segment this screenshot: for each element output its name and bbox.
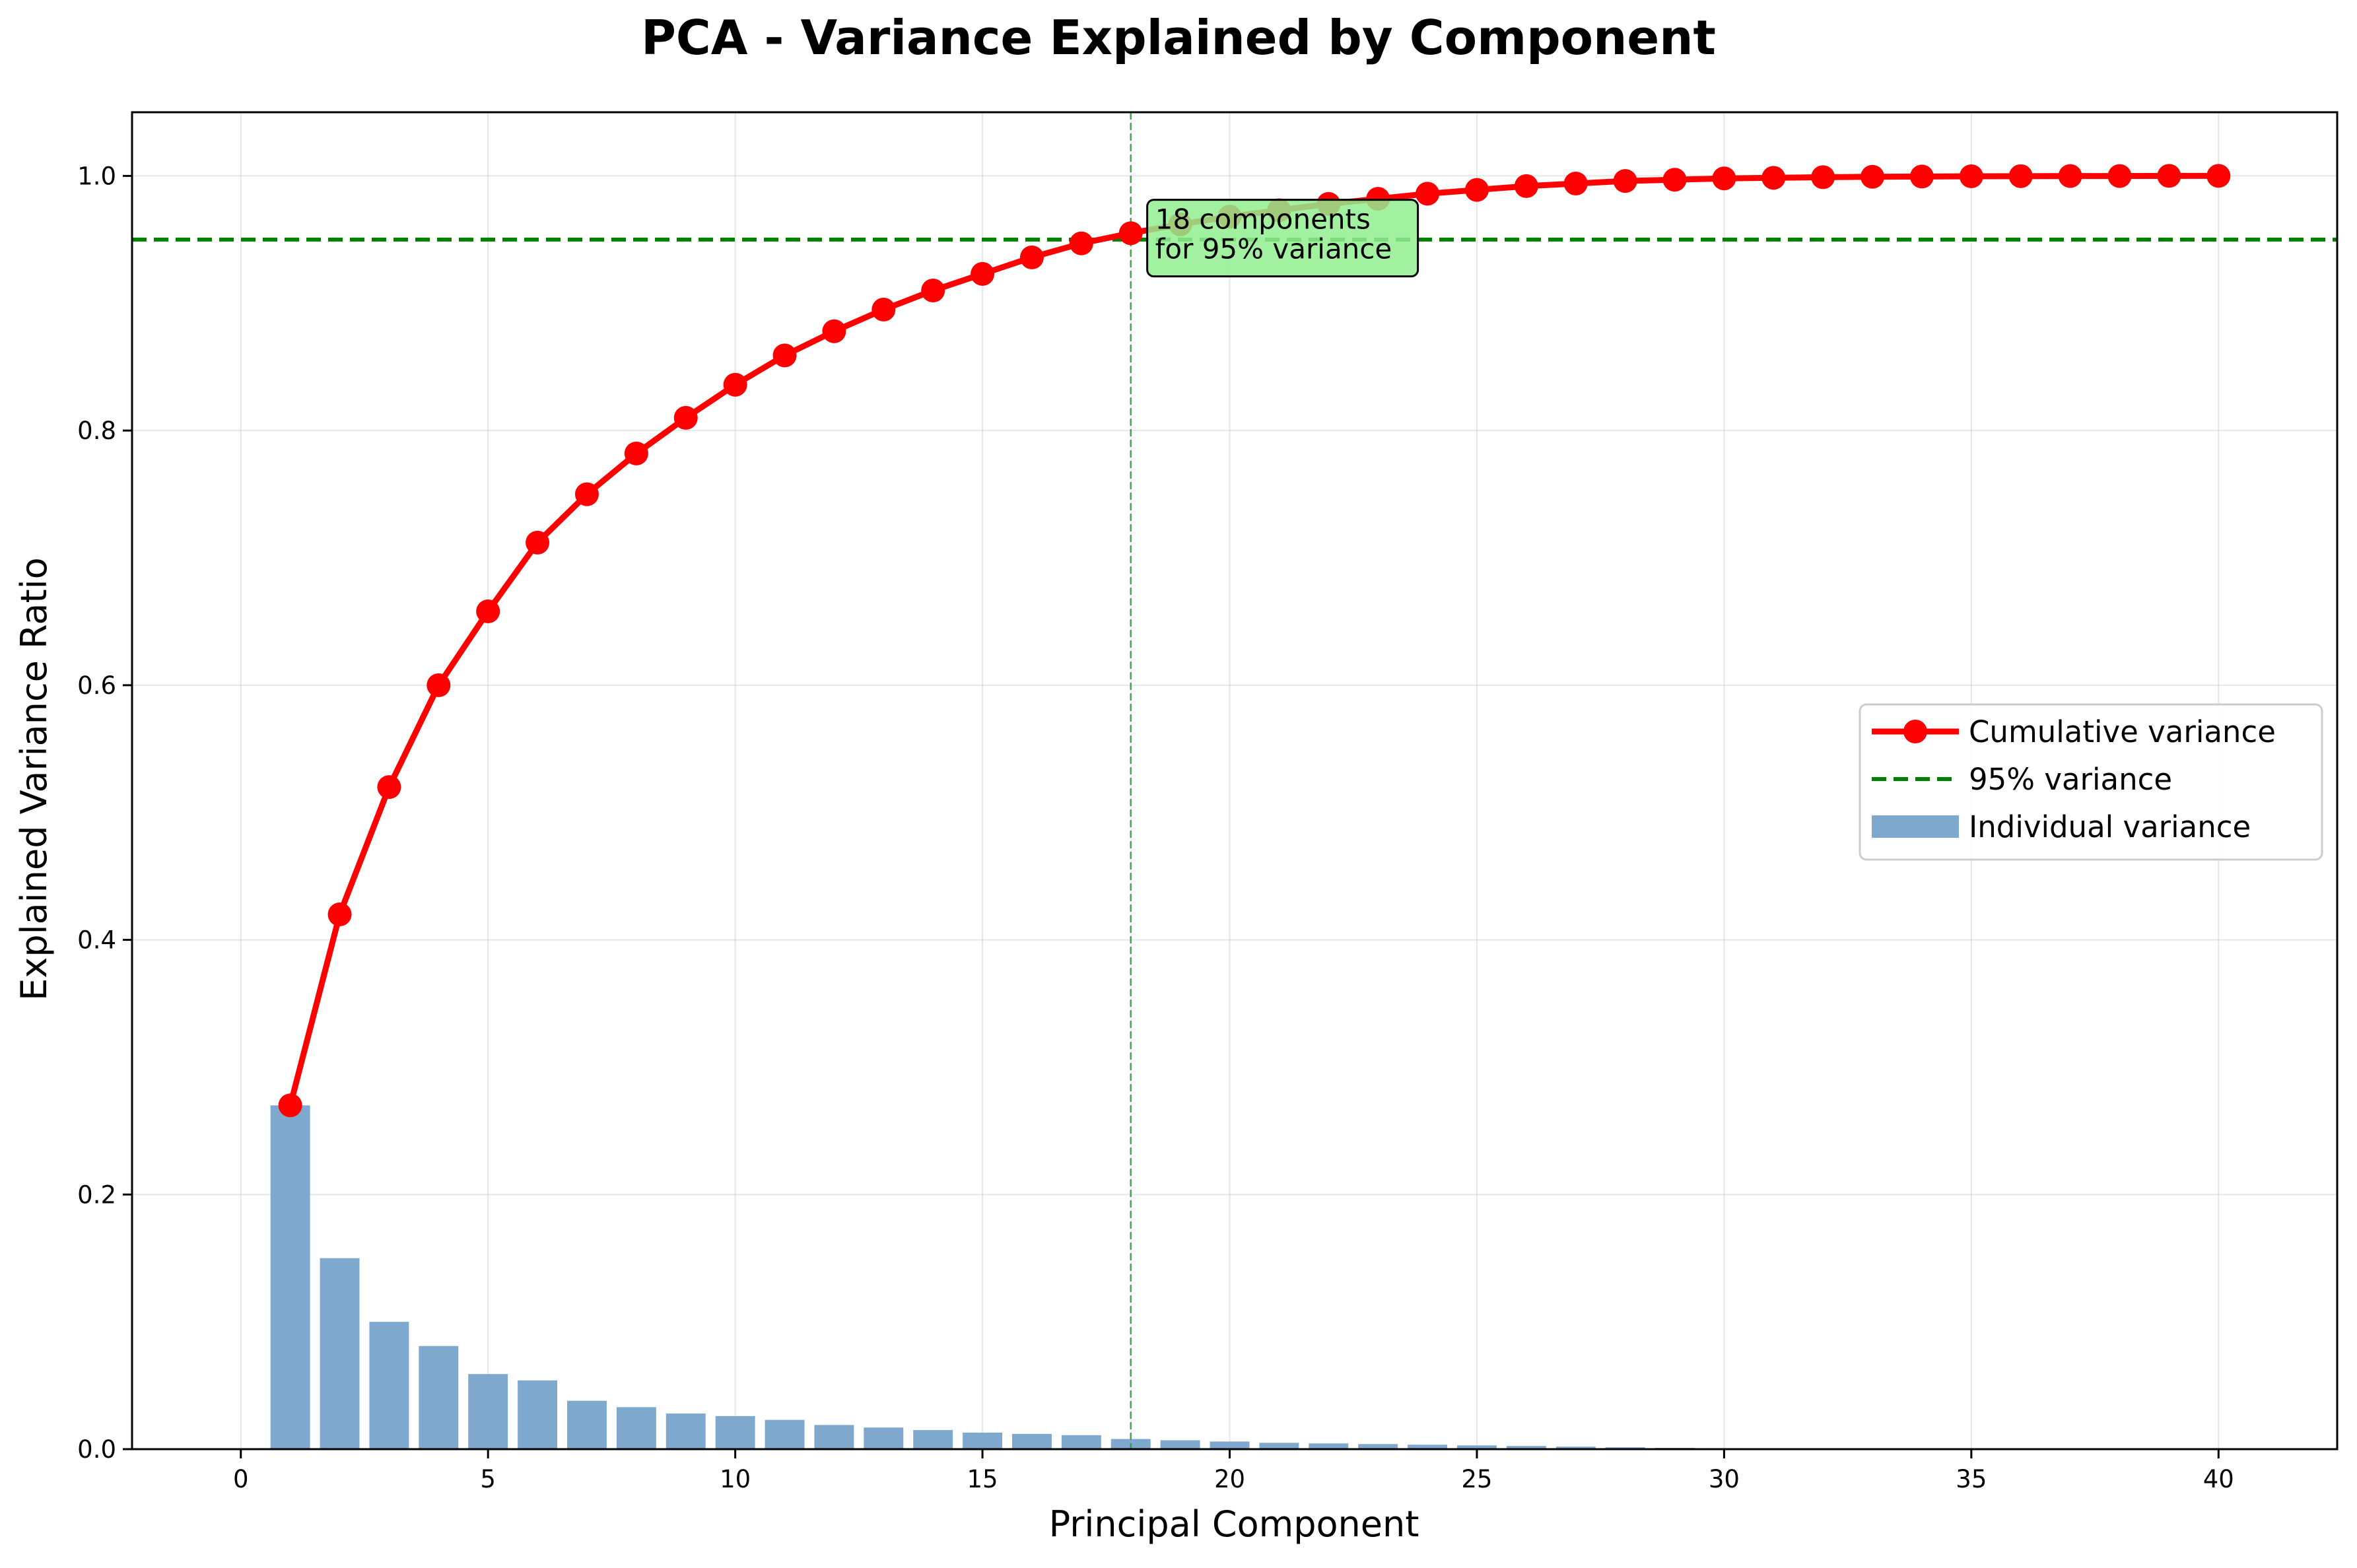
- cumulative-point: [1811, 165, 1835, 189]
- variance-bar: [765, 1420, 805, 1449]
- variance-bar: [518, 1381, 557, 1449]
- x-axis-label: Principal Component: [1049, 1503, 1419, 1545]
- y-axis-label: Explained Variance Ratio: [13, 557, 55, 1000]
- chart-title: PCA - Variance Explained by Component: [641, 10, 1716, 65]
- variance-bar: [963, 1433, 1002, 1449]
- cumulative-point: [1119, 221, 1143, 245]
- x-tick-label: 5: [480, 1465, 496, 1493]
- cumulative-point: [1564, 172, 1588, 195]
- legend: Cumulative variance 95% variance Individua…: [1860, 704, 2322, 860]
- variance-bar: [617, 1407, 656, 1449]
- annotation-text: 18 components: [1155, 203, 1371, 236]
- cumulative-point: [377, 775, 401, 799]
- variance-bar: [913, 1430, 953, 1449]
- cumulative-point: [1465, 178, 1489, 202]
- cumulative-point: [1910, 164, 1934, 188]
- cumulative-point: [575, 483, 599, 506]
- cumulative-point: [1070, 232, 1093, 256]
- variance-bar: [1161, 1441, 1200, 1450]
- cumulative-point: [921, 279, 945, 302]
- variance-bar: [864, 1427, 903, 1449]
- variance-bar: [567, 1401, 607, 1449]
- variance-bar: [1062, 1435, 1101, 1449]
- variance-bar: [666, 1414, 706, 1449]
- cumulative-point: [1960, 164, 1983, 188]
- variance-bar: [1210, 1441, 1250, 1449]
- x-tick-label: 25: [1461, 1465, 1492, 1493]
- x-tick-label: 20: [1214, 1465, 1245, 1493]
- legend-label: Cumulative variance: [1969, 714, 2276, 749]
- cumulative-point: [822, 320, 846, 343]
- cumulative-point: [724, 373, 747, 397]
- cumulative-point: [1712, 166, 1736, 190]
- cumulative-point: [1861, 165, 1884, 189]
- cumulative-point: [971, 262, 994, 286]
- cumulative-point: [871, 298, 895, 322]
- cumulative-point: [279, 1093, 302, 1117]
- x-tick-label: 15: [967, 1465, 998, 1493]
- cumulative-point: [674, 406, 698, 430]
- y-tick-label: 0.8: [77, 417, 116, 445]
- variance-bar: [1012, 1434, 1052, 1449]
- legend-label: 95% variance: [1969, 762, 2172, 797]
- y-tick-label: 0.0: [77, 1435, 116, 1464]
- cumulative-point: [526, 531, 549, 555]
- y-tick-label: 1.0: [77, 162, 116, 190]
- x-tick-label: 35: [1956, 1465, 1987, 1493]
- cumulative-point: [427, 673, 450, 697]
- cumulative-point: [328, 903, 352, 926]
- cumulative-point: [2009, 164, 2033, 188]
- variance-bar: [419, 1346, 458, 1449]
- x-tick-label: 30: [1709, 1465, 1740, 1493]
- cumulative-point: [1761, 166, 1785, 189]
- y-tick-label: 0.2: [77, 1180, 116, 1209]
- cumulative-point: [1020, 246, 1044, 269]
- variance-bar: [271, 1105, 310, 1449]
- variance-bar: [320, 1258, 360, 1449]
- variance-bar: [814, 1425, 854, 1449]
- variance-bar: [369, 1322, 409, 1449]
- cumulative-point: [773, 343, 797, 367]
- x-tick-label: 0: [233, 1465, 249, 1493]
- cumulative-point: [2107, 164, 2131, 188]
- cumulative-point: [1416, 182, 1439, 205]
- cumulative-point: [2206, 164, 2230, 187]
- cumulative-point: [2157, 164, 2181, 187]
- cumulative-point: [1614, 169, 1637, 193]
- cumulative-point: [1663, 168, 1687, 191]
- x-tick-label: 40: [2203, 1465, 2234, 1493]
- variance-bar: [716, 1416, 755, 1449]
- cumulative-point: [2059, 164, 2082, 188]
- cumulative-point: [1515, 174, 1538, 198]
- variance-bar: [468, 1374, 508, 1449]
- y-tick-label: 0.4: [77, 926, 116, 955]
- cumulative-point: [625, 442, 648, 465]
- legend-marker-swatch: [1903, 720, 1927, 743]
- cumulative-point: [476, 599, 500, 623]
- x-tick-label: 10: [720, 1465, 751, 1493]
- y-tick-label: 0.6: [77, 671, 116, 700]
- annotation-text: for 95% variance: [1155, 233, 1392, 265]
- legend-bar-swatch: [1872, 815, 1959, 838]
- legend-label: Individual variance: [1969, 809, 2251, 844]
